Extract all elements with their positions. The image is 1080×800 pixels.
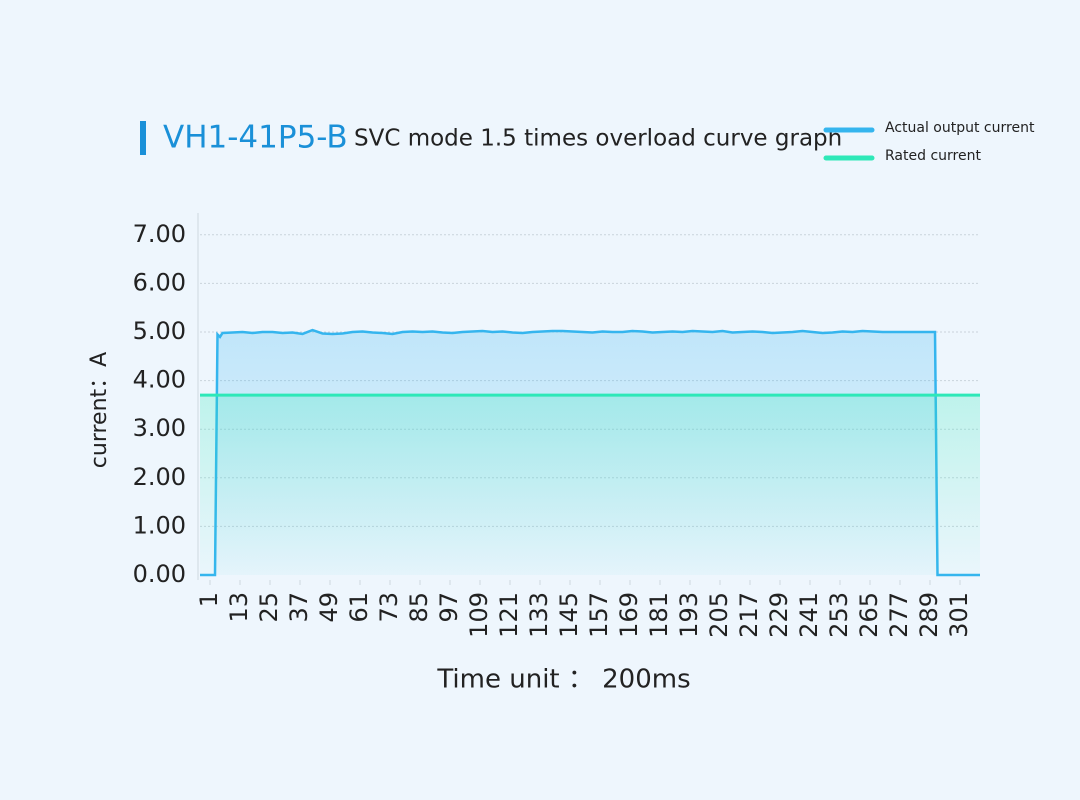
x-tick-label: 121 bbox=[495, 592, 523, 638]
x-tick-label: 97 bbox=[435, 592, 463, 623]
x-tick-label: 145 bbox=[555, 592, 583, 638]
x-tick-label: 61 bbox=[345, 592, 373, 623]
x-tick-label: 181 bbox=[645, 592, 673, 638]
x-tick-label: 13 bbox=[225, 592, 253, 623]
x-tick-label: 241 bbox=[795, 592, 823, 638]
x-tick-label: 253 bbox=[825, 592, 853, 638]
y-tick-label: 4.00 bbox=[133, 366, 186, 394]
title-bar bbox=[140, 121, 146, 155]
x-tick-label: 217 bbox=[735, 592, 763, 638]
chart-title: VH1-41P5-B bbox=[163, 120, 348, 156]
legend-label: Rated current bbox=[885, 148, 981, 164]
y-tick-label: 6.00 bbox=[133, 268, 186, 296]
x-tick-label: 73 bbox=[375, 592, 403, 623]
x-tick-label: 49 bbox=[315, 592, 343, 623]
x-tick-label: 25 bbox=[255, 592, 283, 623]
x-tick-label: 205 bbox=[705, 592, 733, 638]
legend-label: Actual output current bbox=[885, 120, 1035, 136]
y-tick-label: 0.00 bbox=[133, 560, 186, 588]
y-tick-label: 2.00 bbox=[133, 463, 186, 491]
x-tick-label: 109 bbox=[465, 592, 493, 638]
y-tick-label: 1.00 bbox=[133, 511, 186, 539]
chart-subtitle: SVC mode 1.5 times overload curve graph bbox=[354, 126, 842, 152]
x-tick-label: 229 bbox=[765, 592, 793, 638]
x-tick-label: 277 bbox=[885, 592, 913, 638]
x-tick-label: 1 bbox=[195, 592, 223, 607]
x-tick-label: 157 bbox=[585, 592, 613, 638]
y-axis-label: current：A bbox=[87, 352, 112, 468]
y-tick-label: 3.00 bbox=[133, 414, 186, 442]
x-tick-label: 289 bbox=[915, 592, 943, 638]
x-tick-label: 37 bbox=[285, 592, 313, 623]
x-tick-label: 193 bbox=[675, 592, 703, 638]
line bbox=[200, 328, 980, 577]
x-tick-label: 169 bbox=[615, 592, 643, 638]
x-tick-label: 265 bbox=[855, 592, 883, 638]
area bbox=[200, 395, 980, 575]
x-tick-label: 133 bbox=[525, 592, 553, 638]
x-tick-label: 85 bbox=[405, 592, 433, 623]
y-tick-label: 5.00 bbox=[133, 317, 186, 345]
x-axis-label: Time unit ： 200ms bbox=[436, 665, 690, 695]
y-tick-label: 7.00 bbox=[133, 220, 186, 248]
x-tick-label: 301 bbox=[945, 592, 973, 638]
